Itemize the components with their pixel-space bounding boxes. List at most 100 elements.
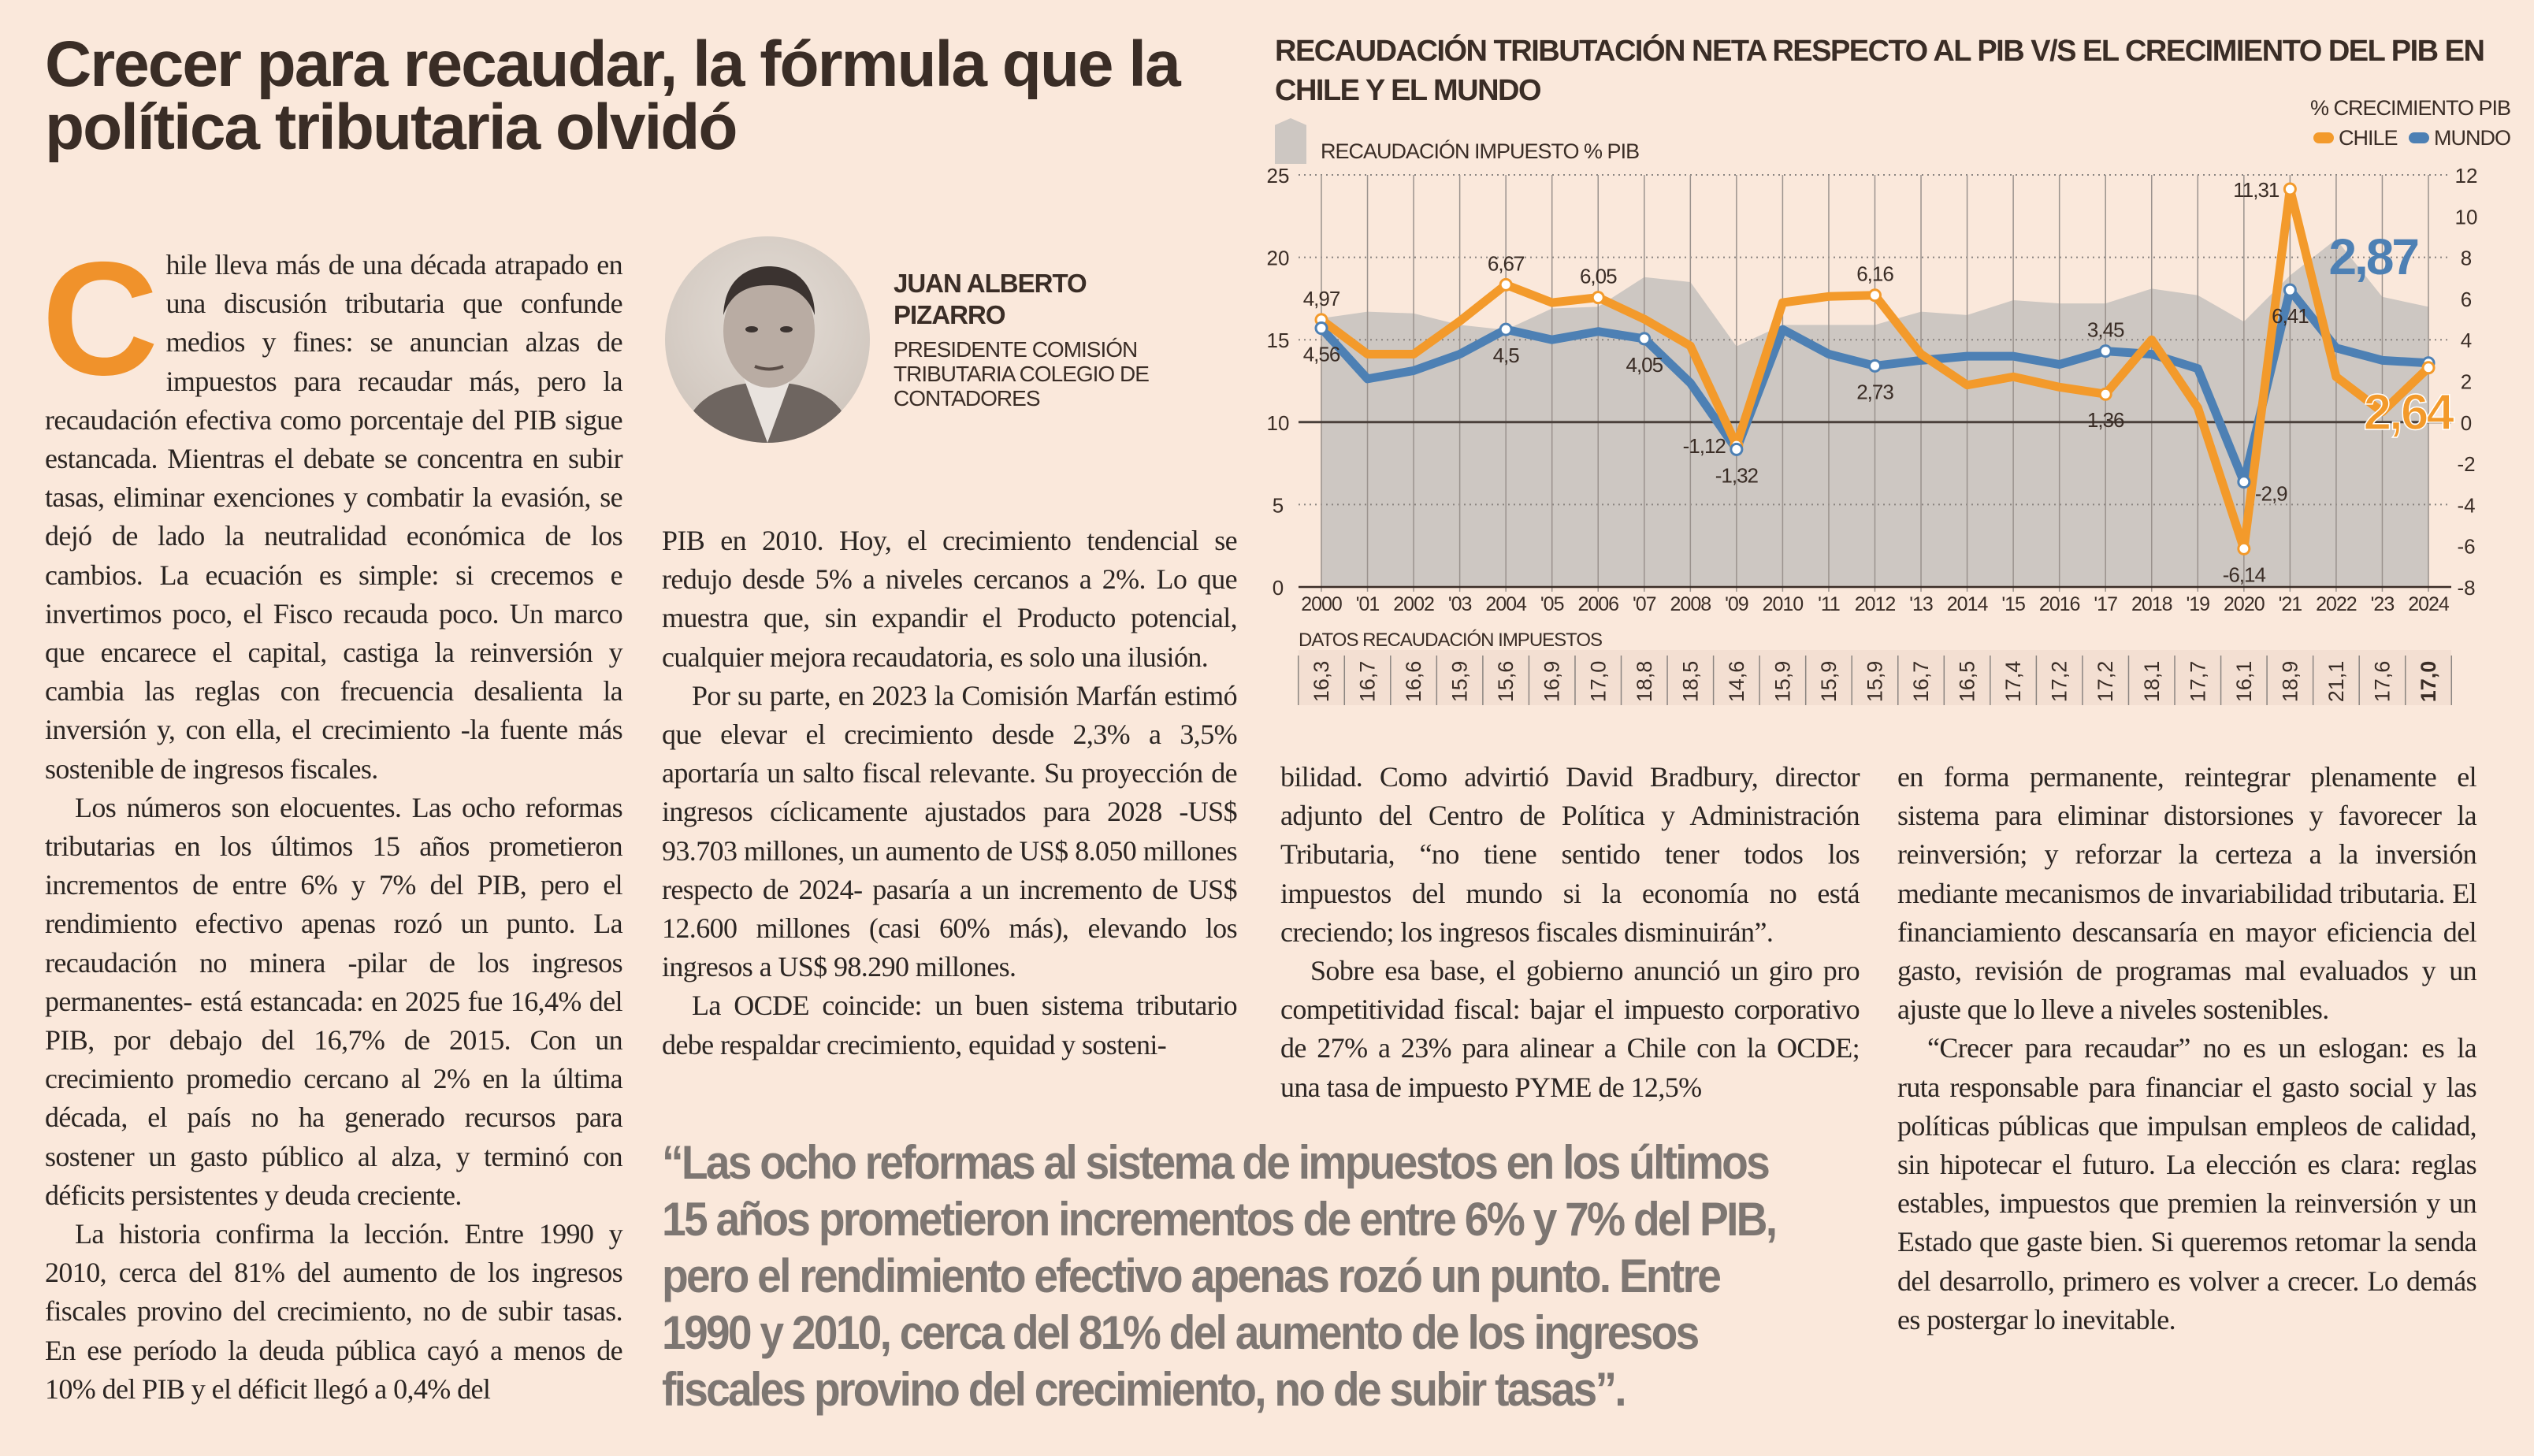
x-axis-tick: '09 — [1725, 593, 1748, 615]
data-row-value: 16,1 — [2232, 661, 2256, 703]
x-axis-tick: '21 — [2279, 593, 2302, 615]
paragraph: “Crecer para recaudar” no es un eslogan:… — [1897, 1032, 2477, 1335]
data-label-chile: 11,31 — [2233, 178, 2279, 202]
x-axis-tick: '05 — [1540, 593, 1564, 615]
data-point-chile — [1499, 277, 1513, 292]
x-axis-tick: '01 — [1356, 593, 1380, 615]
legend-area-swatch — [1275, 118, 1306, 164]
author-name: JUAN ALBERTO PIZARRO — [894, 269, 1087, 329]
data-label-mundo: 2,73 — [1856, 380, 1893, 403]
x-axis-tick: 2008 — [1670, 593, 1711, 615]
end-point-chile — [2421, 361, 2436, 375]
x-axis-tick: 2022 — [2316, 593, 2357, 615]
data-label-chile: 6,16 — [1856, 262, 1893, 286]
pull-quote: “Las ocho reformas al sistema de impuest… — [662, 1136, 1778, 1416]
data-label-mundo: 3,45 — [2087, 318, 2124, 342]
data-label-chile: -6,14 — [2223, 563, 2266, 586]
data-row-value: 17,7 — [2186, 661, 2209, 703]
left-axis-tick: 15 — [1267, 329, 1290, 352]
data-row-value: 17,4 — [2001, 661, 2025, 703]
legend-mundo: MUNDO — [2434, 126, 2511, 150]
data-row-value: 14,6 — [1725, 661, 1748, 703]
x-axis-tick: 2004 — [1485, 593, 1527, 615]
data-label-mundo: -2,9 — [2255, 482, 2287, 506]
data-row-band — [1299, 650, 2451, 705]
data-row-value: 16,9 — [1540, 661, 1564, 703]
data-point-mundo — [1314, 321, 1328, 336]
left-axis-tick: 10 — [1267, 411, 1290, 435]
paragraph: Sobre esa base, el gobierno anunció un g… — [1280, 955, 1860, 1103]
left-axis-tick: 20 — [1267, 247, 1290, 270]
left-axis-tick: 5 — [1273, 493, 1284, 517]
data-row-value: 18,9 — [2278, 661, 2302, 703]
data-row-value: 17,2 — [2094, 661, 2117, 703]
x-axis-tick: '07 — [1633, 593, 1656, 615]
right-axis-tick: -8 — [2457, 576, 2475, 600]
x-axis-tick: 2014 — [1947, 593, 1989, 615]
data-row-value: 16,3 — [1310, 661, 1333, 703]
data-point-mundo — [2237, 475, 2251, 489]
data-row-value: 16,6 — [1402, 661, 1425, 703]
data-row-value: 15,9 — [1770, 661, 1794, 703]
x-axis-tick: 2024 — [2408, 593, 2450, 615]
data-row-title: DATOS RECAUDACIÓN IMPUESTOS — [1299, 630, 1602, 651]
right-axis-tick: 0 — [2461, 411, 2472, 435]
data-label-mundo: -1,32 — [1715, 463, 1759, 487]
data-row-value: 15,9 — [1817, 661, 1841, 703]
data-label-chile: 4,97 — [1303, 287, 1340, 310]
right-axis-tick: -4 — [2457, 493, 2475, 517]
paragraph: La historia confirma la lección. Entre 1… — [45, 1218, 623, 1405]
final-label-chile: 2,64 — [2363, 384, 2454, 440]
paragraph: La OCDE coincide: un buen sistema tribut… — [662, 990, 1238, 1060]
data-row-value: 17,0 — [1586, 661, 1610, 703]
legend-mundo-swatch — [2409, 132, 2429, 144]
data-label-mundo: 4,5 — [1493, 344, 1520, 367]
final-label-mundo: 2,87 — [2328, 228, 2417, 285]
data-label-mundo: 6,41 — [2272, 304, 2309, 328]
x-axis-tick: 2000 — [1301, 593, 1342, 615]
data-row-value: 15,9 — [1448, 661, 1472, 703]
paragraph: Por su parte, en 2023 la Comisión Marfán… — [662, 679, 1238, 983]
article-column-3: bilidad. Como advirtió David Bradbury, d… — [1280, 758, 1860, 1107]
x-axis-tick: 2002 — [1393, 593, 1434, 615]
right-axis-tick: -2 — [2457, 452, 2475, 476]
data-point-mundo — [2283, 283, 2297, 297]
data-label-chile: 1,36 — [2087, 408, 2124, 432]
right-axis-tick: 6 — [2461, 288, 2472, 311]
data-row-value: 18,5 — [1678, 661, 1702, 703]
data-point-mundo — [1868, 358, 1882, 373]
x-axis-tick: 2006 — [1577, 593, 1618, 615]
right-axis-tick: 10 — [2455, 205, 2478, 228]
paragraph: PIB en 2010. Hoy, el crecimiento tendenc… — [662, 525, 1238, 673]
author-role: PRESIDENTE COMISIÓN TRIBUTARIA COLEGIO D… — [894, 337, 1150, 410]
data-row-value: 18,1 — [2140, 661, 2164, 703]
legend-chile: CHILE — [2338, 126, 2398, 150]
chart-legend-area: RECAUDACIÓN IMPUESTO % PIB — [1275, 118, 1640, 164]
x-axis-tick: 2018 — [2131, 593, 2172, 615]
data-row-value: 17,6 — [2370, 661, 2394, 703]
x-axis-tick: 2016 — [2039, 593, 2080, 615]
x-axis-tick: '19 — [2186, 593, 2209, 615]
right-axis-tick: 2 — [2461, 370, 2472, 394]
data-label-mundo: 4,05 — [1626, 353, 1663, 377]
data-row-value: 16,7 — [1356, 661, 1380, 703]
data-point-chile — [2098, 387, 2112, 401]
data-row-value: 17,0 — [2417, 661, 2440, 703]
data-row-value: 17,2 — [2048, 661, 2071, 703]
data-label-chile: 6,67 — [1488, 251, 1525, 275]
data-point-mundo — [1499, 322, 1513, 336]
article-column-2: PIB en 2010. Hoy, el crecimiento tendenc… — [662, 522, 1238, 1064]
x-axis-tick: '03 — [1448, 593, 1472, 615]
x-axis-tick: 2012 — [1855, 593, 1896, 615]
x-axis-tick: '15 — [2001, 593, 2025, 615]
data-row-value: 16,7 — [1909, 661, 1933, 703]
data-row-value: 16,5 — [1956, 661, 1979, 703]
right-axis-tick: 12 — [2455, 164, 2478, 188]
data-label-chile: -1,12 — [1683, 434, 1726, 458]
data-row-value: 15,9 — [1863, 661, 1887, 703]
x-axis-tick: 2020 — [2224, 593, 2265, 615]
headline: Crecer para recaudar, la fórmula que la … — [45, 28, 1181, 163]
data-point-chile — [2283, 182, 2297, 196]
